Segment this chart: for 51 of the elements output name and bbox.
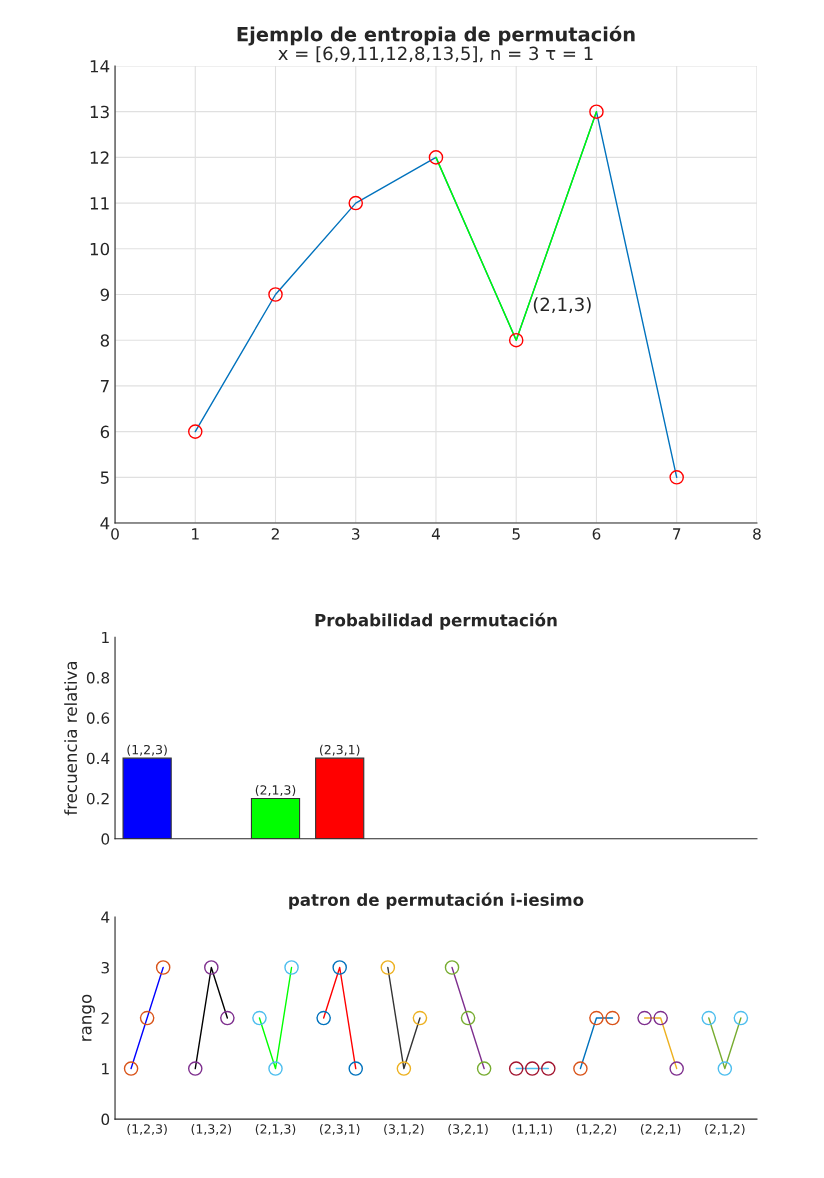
x-tick-label: 5 xyxy=(512,528,520,540)
y-tick-label: 0.4 xyxy=(86,752,110,765)
y-tick-label: 12 xyxy=(90,151,109,164)
data-label: (2,1,3) xyxy=(255,784,296,797)
x-tick-label: 4 xyxy=(431,528,440,540)
y-tick-label: 7 xyxy=(100,380,109,393)
y-tick-label: 4 xyxy=(101,911,110,923)
chart-subtitle: x = [6,9,11,12,8,13,5], n = 3 τ = 1 xyxy=(278,46,593,63)
y-tick-label: 13 xyxy=(90,105,109,119)
x-tick-label: (3,1,2) xyxy=(384,1123,424,1136)
x-tick-label: 0 xyxy=(111,528,119,540)
x-tick-label: (2,1,2) xyxy=(705,1123,745,1136)
y-tick-label: 5 xyxy=(100,471,109,484)
y-tick-label: 10 xyxy=(90,242,110,256)
y-tick-label: 3 xyxy=(101,961,109,974)
chart-title: Probabilidad permutación xyxy=(315,612,557,630)
y-tick-label: 1 xyxy=(102,1063,109,1075)
x-tick-label: (2,1,3) xyxy=(255,1123,296,1136)
x-tick-label: 7 xyxy=(673,528,681,540)
y-tick-label: 0 xyxy=(101,833,110,845)
x-tick-label: (3,2,1) xyxy=(448,1123,488,1136)
y-tick-label: 6 xyxy=(100,425,110,439)
y-tick-label: 0.8 xyxy=(86,672,110,684)
y-tick-label: 0.2 xyxy=(86,792,109,805)
y-axis-title: rango xyxy=(82,994,95,1041)
x-tick-label: (1,2,3) xyxy=(127,1123,167,1136)
y-tick-label: 9 xyxy=(100,288,109,302)
x-tick-label: (2,2,1) xyxy=(640,1123,681,1136)
y-tick-label: 14 xyxy=(90,60,110,73)
y-tick-label: 8 xyxy=(100,334,110,347)
x-tick-label: (1,1,1) xyxy=(512,1123,552,1136)
data-label: (1,2,3) xyxy=(127,744,167,756)
annotation: (2,1,3) xyxy=(533,297,591,314)
x-tick-label: 6 xyxy=(592,528,601,540)
y-axis-title: frecuencia relativa xyxy=(64,661,78,816)
chart-title: patron de permutación i-iesimo xyxy=(289,892,584,910)
x-tick-label: 8 xyxy=(753,528,761,540)
y-tick-label: 0 xyxy=(101,1113,110,1126)
x-tick-label: 1 xyxy=(192,528,199,540)
data-label: (2,3,1) xyxy=(319,744,360,756)
x-tick-label: 2 xyxy=(271,528,279,540)
x-tick-label: (2,3,1) xyxy=(319,1123,360,1136)
y-tick-label: 1 xyxy=(102,631,109,644)
x-tick-label: (1,3,2) xyxy=(191,1123,232,1136)
y-tick-label: 4 xyxy=(100,517,110,530)
y-tick-label: 0.6 xyxy=(86,712,110,724)
chart-title: Ejemplo de entropia de permutación xyxy=(237,25,635,46)
x-tick-label: 3 xyxy=(352,528,360,540)
y-tick-label: 11 xyxy=(90,197,109,210)
y-tick-label: 2 xyxy=(101,1012,109,1024)
x-tick-label: (1,2,2) xyxy=(576,1123,617,1136)
